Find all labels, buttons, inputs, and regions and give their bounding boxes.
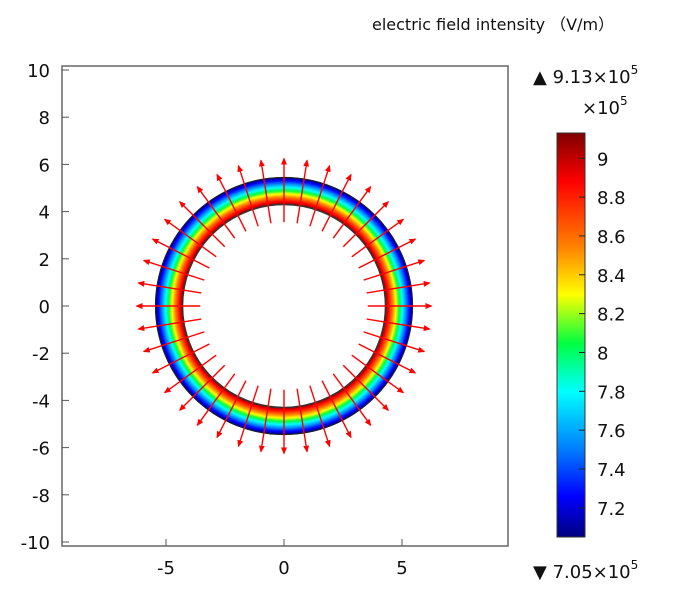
field-arrow	[137, 318, 202, 332]
y-tick-label: -8	[32, 486, 50, 507]
field-arrow	[237, 385, 259, 448]
field-arrow	[196, 185, 236, 239]
field-arrow	[332, 373, 372, 427]
field-arrow	[342, 200, 390, 248]
field-arrow	[363, 259, 426, 281]
y-tick-label: -10	[21, 533, 50, 554]
field-arrow	[366, 318, 431, 332]
field-arrow	[178, 364, 226, 412]
y-tick-label: 2	[39, 250, 50, 271]
x-axis-ticks: -5 0 5	[157, 539, 408, 579]
field-arrow	[296, 159, 310, 224]
colorbar-ticks: 9 8.8 8.6 8.4 8.2 8 7.8 7.6 7.4 7.2	[579, 149, 626, 520]
field-arrow	[178, 200, 226, 248]
colorbar-max-exponent: 5	[631, 63, 639, 77]
x-tick-label: 5	[396, 558, 407, 579]
colorbar-tick-label: 8.8	[597, 188, 626, 209]
colorbar-scale-exponent: 5	[620, 94, 628, 108]
field-arrow	[363, 331, 426, 353]
colorbar-min-exponent: 5	[631, 558, 639, 572]
colorbar-tick-label: 8.6	[597, 227, 626, 248]
colorbar-gradient	[556, 132, 586, 538]
field-arrow	[351, 218, 405, 258]
field-arrow	[351, 354, 405, 394]
field-arrow	[366, 280, 431, 294]
field-arrow	[358, 343, 417, 374]
field-arrow	[321, 380, 352, 439]
field-arrow	[137, 280, 202, 294]
field-arrow	[151, 238, 210, 269]
field-arrow	[309, 164, 331, 227]
field-arrow	[142, 331, 205, 353]
x-tick-label: -5	[157, 558, 175, 579]
colorbar-tick-label: 7.6	[597, 421, 626, 442]
colorbar: ▲ 9.13×105 ×105 9 8.8 8.6 8.4 8.2 8 7.8 7.6 7.4 7…	[533, 63, 638, 583]
field-arrow	[216, 380, 247, 439]
field-arrow	[258, 159, 272, 224]
chart-title: electric field intensity （V/m）	[372, 15, 614, 34]
colorbar-tick-label: 7.8	[597, 382, 626, 403]
colorbar-tick-label: 8.2	[597, 305, 626, 326]
y-tick-label: -4	[32, 391, 50, 412]
field-arrow	[196, 373, 236, 427]
y-tick-label: -2	[32, 344, 50, 365]
colorbar-tick-label: 8.4	[597, 266, 626, 287]
colorbar-tick-label: 7.2	[597, 499, 626, 520]
field-arrow	[321, 173, 352, 232]
y-tick-label: 4	[39, 203, 50, 224]
y-tick-label: 10	[27, 61, 50, 82]
field-arrow	[237, 164, 259, 227]
field-arrow	[216, 173, 247, 232]
field-arrow	[258, 388, 272, 453]
field-arrow	[151, 343, 210, 374]
y-axis-ticks: 10 8 6 4 2 0 -2 -4 -6 -8 -10	[21, 61, 69, 554]
colorbar-scale-label: ×105	[582, 94, 628, 119]
field-arrow	[142, 259, 205, 281]
field-arrow	[332, 185, 372, 239]
field-arrow	[163, 218, 217, 258]
field-arrow	[309, 385, 331, 448]
colorbar-tick-label: 8	[597, 343, 608, 364]
colorbar-tick-label: 9	[597, 149, 608, 170]
x-tick-label: 0	[278, 558, 289, 579]
y-tick-label: 6	[39, 155, 50, 176]
field-arrows	[135, 157, 433, 455]
y-tick-label: -6	[32, 439, 50, 460]
colorbar-min-label: ▼ 7.05×105	[533, 558, 638, 583]
colorbar-tick-label: 7.4	[597, 460, 626, 481]
field-arrow	[342, 364, 390, 412]
field-arrow	[358, 238, 417, 269]
colorbar-max-label: ▲ 9.13×105	[533, 63, 638, 88]
plot-frame	[61, 65, 509, 547]
y-tick-label: 0	[39, 297, 50, 318]
y-tick-label: 8	[39, 108, 50, 129]
field-arrow	[163, 354, 217, 394]
field-arrow	[296, 388, 310, 453]
